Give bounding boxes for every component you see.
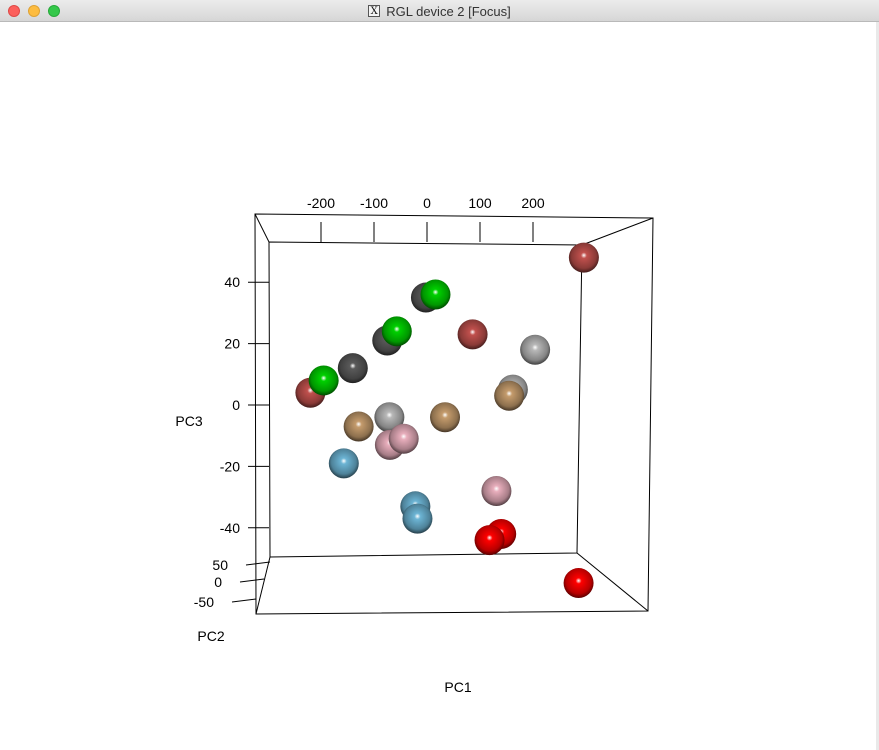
data-point-sphere — [481, 475, 512, 506]
data-point-sphere — [520, 334, 551, 365]
box-edge — [581, 217, 654, 246]
z-tick-label: 0 — [232, 397, 240, 413]
box-edge — [576, 552, 649, 612]
y-axis-label: PC2 — [197, 628, 224, 644]
box-edge — [254, 213, 270, 243]
data-point-sphere — [568, 242, 599, 273]
y-tick-label: 50 — [212, 557, 228, 573]
box-edge — [255, 556, 271, 615]
data-point-sphere — [337, 353, 368, 384]
data-point-sphere — [374, 402, 405, 433]
data-point-sphere — [308, 365, 339, 396]
z-tick-label: 20 — [224, 336, 240, 352]
close-button[interactable] — [8, 5, 20, 17]
x11-icon: X — [368, 5, 381, 17]
window-edge — [876, 22, 879, 750]
data-point-sphere — [457, 319, 488, 350]
x-tick-label: 100 — [468, 195, 492, 211]
z-axis: 40 20 0 -20 -40 — [220, 274, 269, 536]
window-title-area: X RGL device 2 [Focus] — [0, 0, 879, 22]
y-tick — [239, 578, 265, 583]
data-point-sphere — [420, 279, 451, 310]
data-point-sphere — [388, 423, 419, 454]
data-point-sphere — [328, 448, 359, 479]
data-point-sphere — [381, 316, 412, 347]
data-point-sphere — [343, 411, 374, 442]
y-tick-label: -50 — [194, 594, 214, 610]
window-title: RGL device 2 [Focus] — [386, 3, 511, 19]
y-axis: 500-50 — [194, 557, 271, 610]
z-tick-label: -40 — [220, 520, 240, 536]
minimize-button[interactable] — [28, 5, 40, 17]
y-tick-label: 0 — [214, 574, 222, 590]
z-tick-label: 40 — [224, 274, 240, 290]
x-tick-label: -200 — [307, 195, 335, 211]
x-tick-label: 200 — [521, 195, 545, 211]
data-points — [295, 242, 599, 599]
x-tick-label: 0 — [423, 195, 431, 211]
x-axis-label: PC1 — [444, 679, 471, 695]
zoom-button[interactable] — [48, 5, 60, 17]
bounding-box — [254, 213, 654, 615]
data-point-sphere — [430, 402, 461, 433]
data-point-sphere — [474, 525, 505, 556]
data-point-sphere — [563, 568, 594, 599]
z-axis-label: PC3 — [175, 413, 202, 429]
x-axis: -200 -100 0 100 200 — [307, 195, 545, 242]
data-point-sphere — [402, 503, 433, 534]
window-titlebar[interactable]: X RGL device 2 [Focus] — [0, 0, 879, 22]
y-tick — [245, 561, 271, 566]
y-tick — [231, 598, 257, 603]
z-tick-label: -20 — [220, 458, 240, 474]
data-point-sphere — [494, 380, 525, 411]
x-tick-label: -100 — [360, 195, 388, 211]
